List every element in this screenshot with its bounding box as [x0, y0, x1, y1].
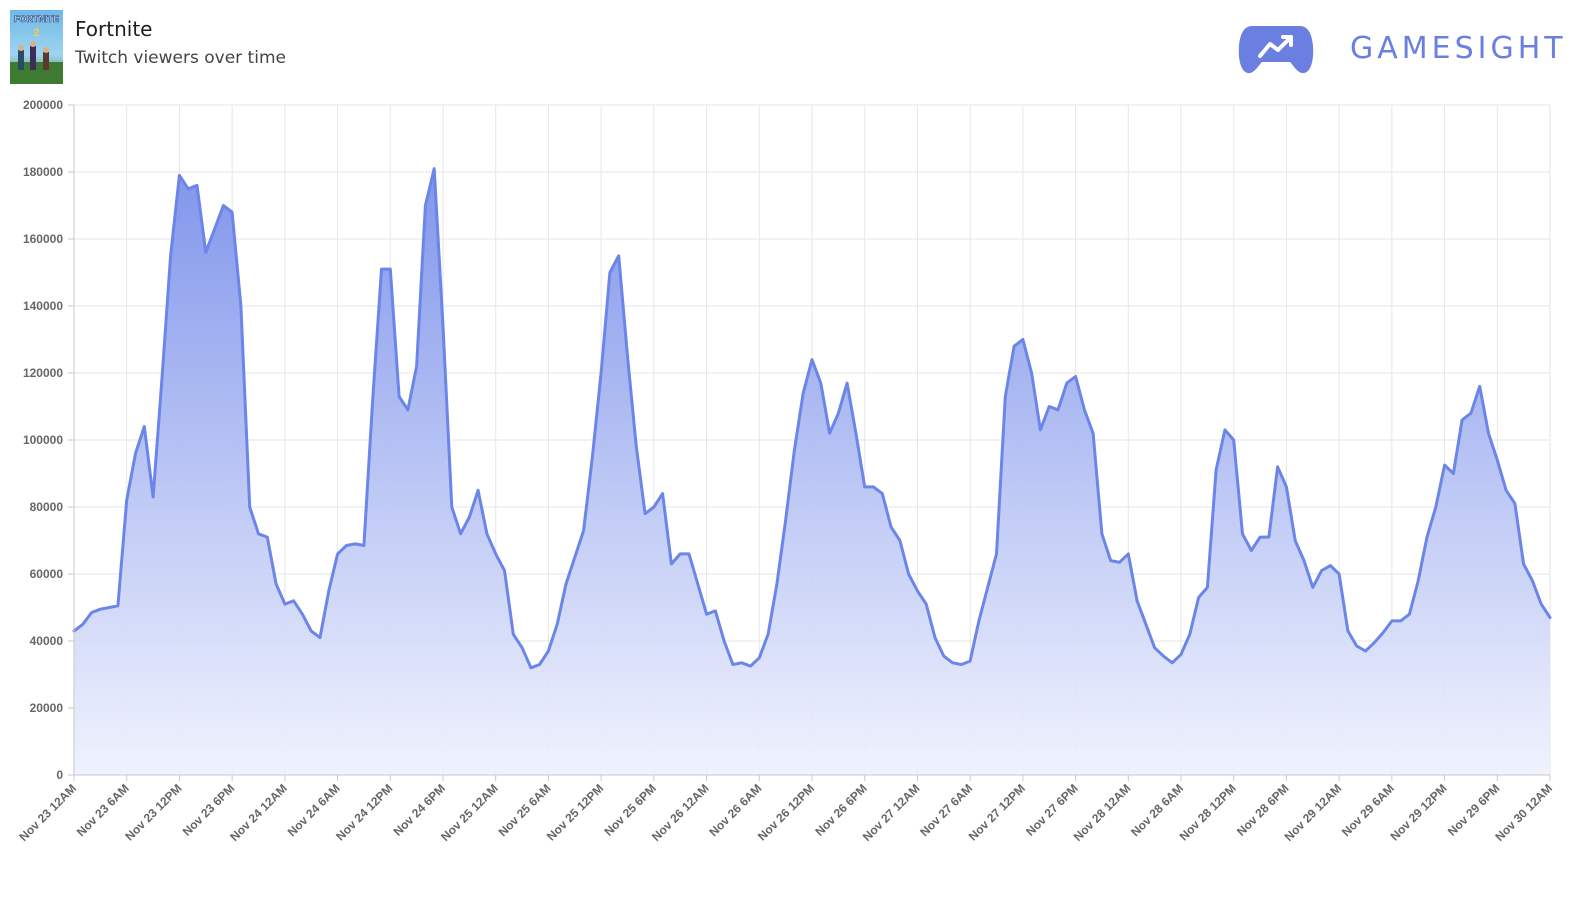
x-tick-label: Nov 23 12AM [16, 781, 79, 844]
game-title: Fortnite [75, 17, 153, 41]
y-tick-label: 40000 [30, 634, 64, 648]
chart-header: FORTNITE 2 Fortnite Twitch viewers over … [0, 0, 1587, 96]
cover-logo-text: FORTNITE [14, 14, 59, 24]
x-tick-label: Nov 23 6PM [180, 781, 238, 839]
y-tick-label: 160000 [23, 232, 63, 246]
area-fill [74, 168, 1550, 776]
y-tick-label: 20000 [30, 701, 64, 715]
gamesight-gamepad-logo-icon [1238, 26, 1314, 74]
area-series [72, 167, 1552, 776]
x-tick-label: Nov 29 6AM [1339, 781, 1397, 839]
y-tick-label: 80000 [30, 500, 64, 514]
y-tick-label: 0 [56, 768, 63, 782]
x-tick-label: Nov 23 6AM [74, 781, 132, 839]
y-axis-tick-labels: 0 20000 40000 60000 80000 100000 120000 140000 1… [23, 98, 63, 782]
y-tick-label: 140000 [23, 299, 63, 313]
y-tick-label: 60000 [30, 567, 64, 581]
y-tick-label: 200000 [23, 98, 63, 112]
chart-subtitle: Twitch viewers over time [75, 48, 286, 68]
brand-wordmark: GAMESIGHT [1350, 31, 1567, 66]
x-tick-label: Nov 28 12PM [1177, 781, 1239, 843]
x-tick-label: Nov 27 12PM [966, 781, 1028, 843]
x-tick-label: Nov 24 6PM [391, 781, 449, 839]
x-tick-label: Nov 26 12PM [755, 781, 817, 843]
game-cover-image: FORTNITE 2 [10, 10, 63, 84]
x-tick-label: Nov 29 6PM [1445, 781, 1503, 839]
x-tick-label: Nov 26 6AM [706, 781, 764, 839]
x-tick-label: Nov 26 6PM [812, 781, 870, 839]
y-tick-label: 100000 [23, 433, 63, 447]
x-tick-label: Nov 25 12PM [544, 781, 606, 843]
x-tick-label: Nov 25 6PM [601, 781, 659, 839]
x-tick-label: Nov 28 6AM [1128, 781, 1186, 839]
x-tick-label: Nov 28 6PM [1234, 781, 1292, 839]
cover-badge-text: 2 [33, 27, 39, 39]
x-tick-label: Nov 24 12PM [333, 781, 395, 843]
axes [73, 105, 1550, 776]
x-tick-label: Nov 23 12PM [122, 781, 184, 843]
series-line [72, 167, 1552, 670]
x-tick-label: Nov 29 12PM [1387, 781, 1449, 843]
x-tick-label: Nov 25 6AM [496, 781, 554, 839]
y-tick-label: 120000 [23, 366, 63, 380]
y-tick-label: 180000 [23, 165, 63, 179]
x-tick-label: Nov 24 6AM [285, 781, 343, 839]
x-tick-label: Nov 27 6PM [1023, 781, 1081, 839]
x-tick-label: Nov 27 6AM [917, 781, 975, 839]
fortnite-cover-art-icon: FORTNITE 2 [10, 10, 63, 84]
